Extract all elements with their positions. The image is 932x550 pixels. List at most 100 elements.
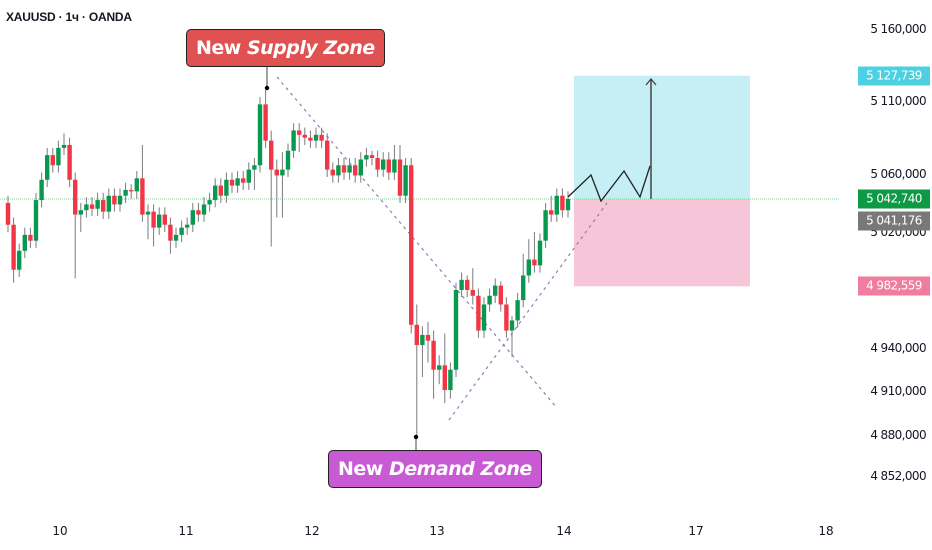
candle [498, 281, 503, 312]
candle-body [5, 202, 11, 225]
candle [476, 288, 481, 338]
candle [470, 268, 475, 305]
candle-body [465, 279, 470, 290]
candle-body [263, 104, 268, 141]
candle [403, 158, 408, 203]
candle [173, 227, 179, 248]
candle [140, 144, 145, 222]
candle [425, 321, 431, 363]
candle-body [123, 189, 128, 196]
candle [134, 171, 139, 199]
candle [409, 158, 414, 334]
candle-body [392, 159, 397, 173]
candle [269, 130, 274, 247]
candle-body [67, 144, 72, 180]
target-zone [574, 75, 750, 199]
candle-body [554, 195, 559, 215]
candle [151, 204, 156, 247]
candle [285, 143, 291, 177]
candle-body [213, 185, 218, 201]
y-tick-label: 5 110,000 [870, 94, 926, 109]
candle-body [285, 150, 291, 170]
candle-body [319, 134, 324, 141]
candle-body [347, 165, 352, 173]
y-tick-label: 5 160,000 [870, 21, 926, 36]
candle-body [224, 179, 229, 196]
candle [302, 127, 307, 145]
candle [515, 292, 520, 328]
ascending-trendline[interactable] [448, 202, 608, 421]
trend-lines [276, 76, 608, 421]
supply-zone-label[interactable]: New Supply Zone [186, 29, 385, 67]
candles [5, 89, 571, 438]
candle-body [521, 275, 526, 301]
candle-body [481, 304, 487, 331]
candle-body [375, 158, 380, 170]
candle-body [235, 178, 240, 186]
candle-body [84, 204, 89, 211]
candle-body [168, 224, 173, 241]
supply-label-word2: Supply Zone [246, 37, 375, 59]
candle [263, 89, 268, 148]
candle-body [403, 165, 408, 196]
candle [297, 123, 302, 153]
candle [61, 133, 67, 156]
y-tick-label: 4 880,000 [870, 427, 926, 442]
candle [459, 272, 464, 298]
candle [341, 158, 347, 180]
candle-body [397, 159, 403, 196]
descending-trendline[interactable] [276, 76, 558, 409]
candle [162, 207, 167, 232]
candle [145, 204, 151, 240]
candle-body [269, 140, 274, 170]
candle [369, 150, 375, 166]
candle [560, 188, 565, 218]
candle-body [414, 324, 419, 346]
x-tick-label: 13 [429, 524, 445, 538]
candle-body [341, 165, 347, 173]
candle [78, 202, 83, 232]
candle [252, 158, 257, 190]
candle [386, 152, 391, 180]
x-tick-label: 14 [556, 524, 572, 538]
candle [487, 288, 492, 312]
candle-body [39, 179, 44, 201]
projection-path[interactable] [567, 165, 651, 203]
candle-body [420, 334, 425, 346]
candle [5, 195, 11, 232]
candle-body [442, 365, 447, 391]
candle-body [437, 365, 442, 370]
candle-body [190, 210, 195, 225]
candle-body [459, 279, 464, 290]
y-tick-label: 4 940,000 [870, 340, 926, 355]
candle-body [431, 340, 436, 370]
candle-body [470, 289, 475, 296]
candle [526, 239, 531, 283]
demand-zone-label[interactable]: New Demand Zone [328, 450, 542, 488]
candle-body [565, 199, 571, 211]
candle [11, 217, 16, 283]
candle [207, 192, 212, 212]
candle [246, 162, 251, 190]
candle-body [297, 130, 302, 135]
candle [95, 192, 100, 217]
candle-body [101, 200, 106, 212]
candle [325, 133, 330, 177]
candle [196, 202, 201, 222]
candle-body [560, 195, 565, 211]
candle-body [207, 200, 212, 205]
candle [56, 140, 61, 173]
candle-body [425, 334, 431, 341]
candle [414, 304, 419, 438]
candle [358, 152, 363, 183]
candle-body [257, 104, 263, 166]
candle [509, 316, 515, 357]
last-price-label: 5 042,740 [858, 189, 930, 209]
candle [201, 197, 207, 222]
candle [129, 184, 134, 199]
candle [257, 97, 263, 173]
candle-body [33, 200, 39, 241]
candle-body [487, 295, 492, 305]
candle [45, 147, 50, 188]
